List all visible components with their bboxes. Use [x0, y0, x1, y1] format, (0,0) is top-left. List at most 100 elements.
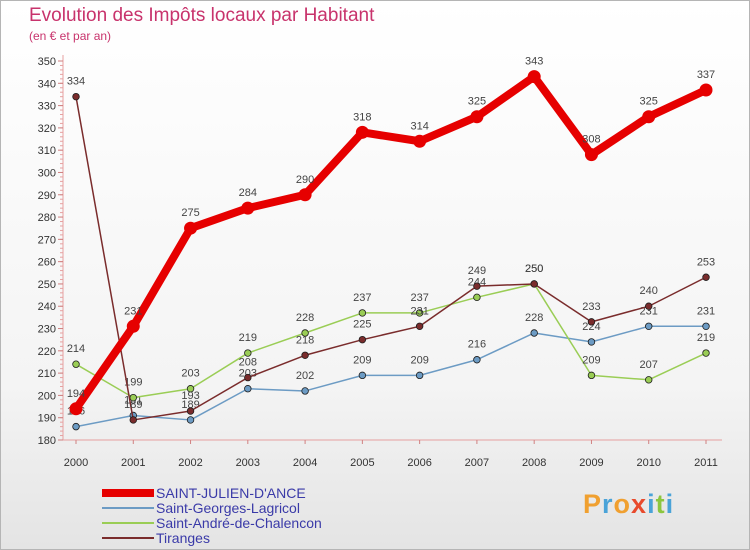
- data-point: [415, 309, 424, 317]
- data-label: 237: [353, 292, 371, 304]
- data-point: [645, 376, 653, 384]
- y-tick-label: 240: [38, 301, 56, 313]
- data-point: [241, 201, 255, 215]
- data-label: 189: [124, 399, 142, 411]
- data-label: 250: [525, 263, 543, 275]
- data-label: 219: [239, 332, 257, 344]
- data-point: [702, 322, 710, 330]
- y-tick-label: 280: [38, 212, 56, 224]
- y-tick-label: 220: [38, 346, 56, 358]
- chart-title: Evolution des Impôts locaux par Habitant: [29, 5, 375, 26]
- y-tick-label: 210: [38, 368, 56, 380]
- x-tick-label: 2008: [522, 457, 546, 469]
- data-point: [645, 302, 653, 310]
- data-point: [355, 125, 369, 139]
- data-point: [587, 318, 596, 326]
- data-label: 240: [640, 285, 658, 297]
- data-point: [244, 373, 252, 382]
- x-tick-label: 2010: [636, 457, 660, 469]
- data-label: 199: [124, 377, 142, 389]
- logo-letter: r: [602, 489, 614, 519]
- series-line: [72, 72, 710, 413]
- data-label: 228: [296, 312, 314, 324]
- data-point: [473, 293, 481, 302]
- data-label: 208: [239, 357, 257, 369]
- data-point: [298, 188, 312, 202]
- data-point: [413, 134, 427, 148]
- data-label: 194: [67, 388, 85, 400]
- data-label: 231: [410, 305, 428, 317]
- data-label: 343: [525, 56, 543, 68]
- legend-label: Saint-André-de-Chalencon: [156, 515, 322, 531]
- data-label: 203: [239, 368, 257, 380]
- y-tick-label: 180: [38, 435, 56, 447]
- series-saint-julien-d-ance: 194 231 275 284 290 318 314 325 343 308 325 337: [67, 56, 715, 416]
- data-point: [129, 416, 137, 424]
- data-point: [645, 322, 653, 330]
- series-line: [75, 325, 707, 428]
- data-label: 231: [124, 305, 142, 317]
- legend-label: Saint-Georges-Lagricol: [156, 500, 300, 516]
- y-tick-label: 350: [38, 56, 56, 68]
- data-point: [584, 148, 598, 162]
- data-label: 216: [468, 339, 486, 351]
- data-point: [301, 387, 309, 395]
- data-point: [184, 221, 198, 235]
- data-point: [530, 280, 538, 288]
- y-tick-label: 320: [38, 123, 56, 135]
- data-point: [301, 329, 309, 337]
- data-point: [72, 422, 80, 431]
- y-tick-label: 270: [38, 234, 56, 246]
- data-point: [358, 335, 367, 344]
- series-saint-georges-lagricol: 186191189203202209209216228224231231: [67, 305, 715, 431]
- data-label: 228: [525, 312, 543, 324]
- data-point: [186, 407, 195, 415]
- data-point: [244, 385, 252, 393]
- data-label: 209: [410, 354, 428, 366]
- data-point: [244, 349, 252, 357]
- data-label: 219: [697, 332, 715, 344]
- y-tick-label: 200: [38, 390, 56, 402]
- data-label: 209: [353, 354, 371, 366]
- data-point: [470, 110, 484, 124]
- y-tick-label: 190: [38, 413, 56, 425]
- data-label: 231: [640, 305, 658, 317]
- data-point: [415, 322, 424, 330]
- x-tick-label: 2006: [407, 457, 431, 469]
- logo-letter: o: [613, 489, 632, 519]
- logo-letter: P: [583, 489, 603, 519]
- data-label: 225: [353, 319, 371, 331]
- legend-label: SAINT-JULIEN-D'ANCE: [156, 485, 306, 501]
- data-point: [72, 360, 80, 368]
- data-label: 193: [181, 390, 199, 402]
- data-label: 290: [296, 174, 314, 186]
- y-tick-label: 250: [38, 279, 56, 291]
- logo-letter: i: [665, 489, 675, 519]
- data-label: 231: [697, 305, 715, 317]
- axes: 180 190 200 210 220 230 240 250 260 270 280 290 300 3…: [38, 55, 722, 469]
- data-label: 325: [468, 96, 486, 108]
- data-label: 218: [296, 334, 314, 346]
- data-point: [186, 385, 195, 393]
- data-point: [702, 349, 710, 357]
- data-point: [699, 83, 713, 97]
- data-label: 334: [67, 76, 85, 88]
- y-tick-label: 340: [38, 78, 56, 90]
- y-tick-label: 300: [38, 167, 56, 179]
- x-tick-label: 2000: [64, 457, 88, 469]
- logo-letter: t: [655, 489, 666, 519]
- data-point: [186, 416, 195, 424]
- data-label: 207: [640, 359, 658, 371]
- data-label: 214: [67, 343, 85, 355]
- data-label: 314: [410, 120, 428, 132]
- legend-label: Tiranges: [156, 530, 210, 546]
- x-tick-label: 2004: [293, 457, 317, 469]
- y-tick-label: 290: [38, 190, 56, 202]
- data-point: [587, 338, 596, 346]
- data-point: [72, 92, 80, 101]
- data-point: [69, 402, 83, 416]
- data-label: 325: [640, 96, 658, 108]
